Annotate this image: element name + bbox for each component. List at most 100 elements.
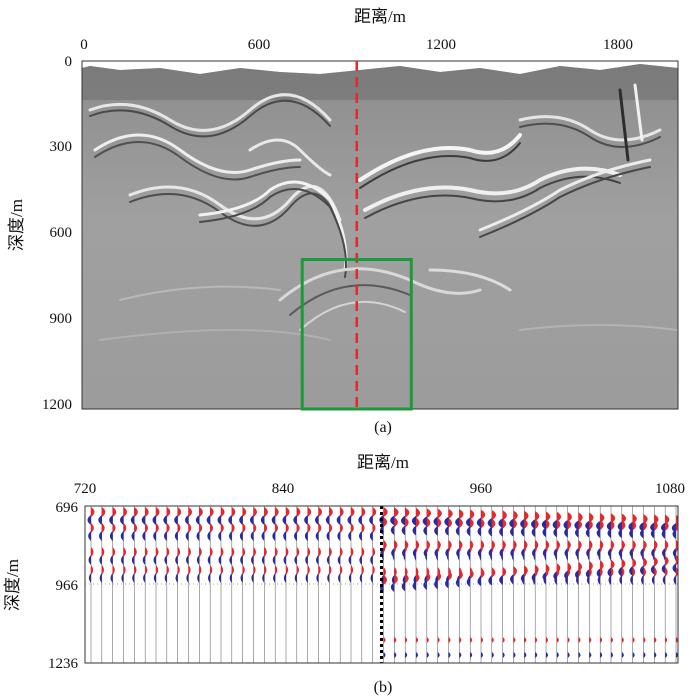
negative-lobe	[260, 515, 265, 525]
negative-lobe	[304, 531, 308, 541]
negative-lobe	[337, 531, 341, 541]
negative-lobe	[99, 573, 102, 583]
positive-lobe	[513, 567, 516, 577]
negative-lobe	[217, 515, 221, 525]
negative-lobe	[467, 575, 471, 585]
negative-lobe	[609, 551, 611, 561]
negative-lobe	[120, 515, 124, 525]
negative-lobe	[109, 531, 113, 541]
x-tick-label: 1080	[655, 481, 685, 497]
deep-lobe	[567, 637, 570, 643]
negative-lobe	[390, 582, 395, 593]
positive-lobe	[231, 547, 235, 557]
x-tick-label: 0	[80, 37, 88, 53]
negative-lobe	[315, 531, 319, 541]
positive-lobe	[535, 519, 539, 530]
negative-lobe	[435, 551, 438, 561]
negative-lobe	[640, 565, 644, 576]
positive-lobe	[112, 523, 116, 533]
positive-lobe	[372, 565, 375, 575]
positive-lobe	[491, 518, 496, 529]
positive-lobe	[643, 543, 646, 553]
deep-lobe	[416, 652, 418, 658]
negative-lobe	[130, 515, 135, 525]
positive-lobe	[556, 543, 559, 553]
negative-lobe	[240, 555, 243, 565]
negative-lobe	[143, 573, 146, 583]
negative-lobe	[641, 575, 644, 585]
positive-lobe	[481, 509, 486, 520]
positive-lobe	[231, 565, 234, 575]
positive-lobe	[264, 547, 267, 557]
positive-lobe	[329, 565, 332, 575]
negative-lobe	[575, 527, 579, 538]
negative-lobe	[522, 551, 525, 561]
negative-lobe	[153, 555, 156, 565]
deep-lobe	[600, 637, 603, 643]
positive-lobe	[502, 543, 505, 553]
deep-lobe	[556, 637, 559, 643]
negative-lobe	[99, 555, 102, 565]
positive-lobe	[394, 574, 398, 585]
negative-lobe	[251, 555, 254, 565]
positive-lobe	[383, 574, 387, 585]
negative-lobe	[618, 566, 622, 577]
negative-lobe	[271, 515, 276, 525]
positive-lobe	[459, 543, 462, 553]
negative-lobe	[142, 531, 146, 541]
negative-lobe	[120, 531, 124, 541]
negative-lobe	[207, 531, 211, 541]
negative-lobe	[175, 555, 178, 565]
negative-lobe	[239, 515, 243, 525]
negative-lobe	[466, 526, 471, 537]
deep-lobe	[643, 652, 646, 658]
deep-lobe	[632, 637, 635, 643]
negative-lobe	[565, 575, 568, 585]
positive-lobe	[632, 567, 636, 577]
positive-lobe	[405, 517, 409, 528]
negative-lobe	[239, 531, 243, 541]
negative-lobe	[338, 573, 341, 583]
negative-lobe	[218, 573, 221, 583]
negative-lobe	[585, 520, 590, 531]
negative-lobe	[272, 555, 276, 565]
negative-lobe	[197, 573, 200, 583]
x-tick-label: 840	[272, 481, 295, 497]
positive-lobe	[481, 543, 483, 553]
deep-lobe	[383, 637, 386, 643]
deep-lobe	[643, 637, 646, 643]
deep-lobe	[383, 652, 386, 658]
deep-lobe	[524, 652, 527, 658]
deep-lobe	[437, 637, 440, 643]
negative-lobe	[533, 551, 536, 561]
deep-lobe	[578, 652, 581, 658]
negative-lobe	[250, 515, 254, 525]
positive-lobe	[556, 567, 560, 577]
positive-lobe	[611, 513, 616, 524]
negative-lobe	[164, 531, 167, 541]
negative-lobe	[489, 575, 492, 585]
positive-lobe	[448, 508, 453, 519]
negative-lobe	[585, 527, 590, 538]
negative-lobe	[240, 573, 243, 583]
positive-lobe	[470, 567, 473, 577]
negative-lobe	[500, 575, 503, 585]
positive-lobe	[394, 517, 398, 528]
positive-lobe	[361, 523, 365, 533]
positive-lobe	[91, 547, 94, 557]
positive-lobe	[513, 543, 516, 553]
positive-lobe	[123, 565, 126, 575]
negative-lobe	[661, 528, 666, 539]
negative-lobe	[131, 531, 135, 541]
positive-lobe	[123, 547, 126, 557]
positive-lobe	[91, 523, 94, 533]
x-tick-label: 1800	[603, 37, 633, 53]
negative-lobe	[476, 517, 481, 528]
positive-lobe	[459, 567, 462, 577]
negative-lobe	[455, 526, 460, 537]
negative-lobe	[490, 551, 492, 561]
positive-lobe	[437, 508, 442, 519]
positive-lobe	[134, 565, 137, 575]
deep-lobe	[589, 652, 592, 658]
positive-lobe	[361, 547, 365, 557]
